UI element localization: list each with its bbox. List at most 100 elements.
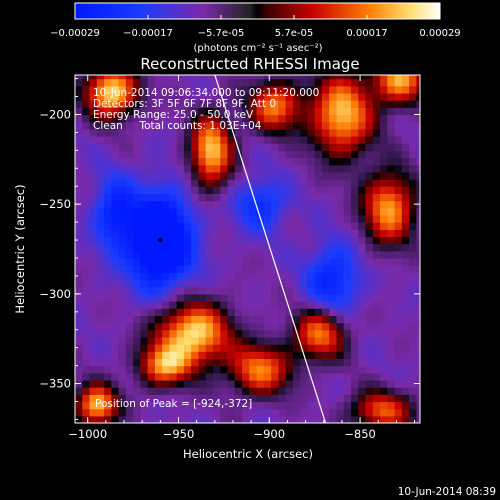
heatmap-cell — [380, 107, 388, 116]
heatmap-cell — [394, 107, 403, 116]
heatmap-cell — [140, 236, 149, 245]
heatmap-cell — [358, 186, 367, 194]
heatmap-cell — [409, 344, 417, 352]
heatmap-cell — [387, 301, 396, 309]
heatmap-cell — [227, 301, 236, 309]
heatmap-cell — [191, 243, 200, 252]
heatmap-cell — [394, 415, 403, 423]
heatmap-cell — [147, 394, 156, 403]
heatmap-cell — [365, 171, 374, 180]
heatmap-cell — [365, 222, 374, 230]
heatmap-cell — [183, 394, 192, 403]
heatmap-cell — [300, 258, 309, 266]
heatmap-cell — [372, 265, 381, 273]
heatmap-cell — [271, 164, 279, 173]
heatmap-cell — [198, 329, 207, 338]
heatmap-cell — [169, 128, 178, 137]
heatmap-cell — [162, 157, 171, 166]
heatmap-cell — [278, 229, 287, 238]
heatmap-cell — [416, 100, 420, 108]
heatmap-cell — [104, 365, 112, 374]
heatmap-cell — [147, 372, 156, 381]
heatmap-cell — [111, 114, 120, 123]
heatmap-cell — [154, 308, 163, 316]
heatmap-cell — [358, 143, 367, 151]
heatmap-cell — [96, 236, 105, 245]
heatmap-cell — [118, 344, 127, 352]
heatmap-cell — [256, 193, 265, 202]
heatmap-cell — [394, 265, 403, 273]
heatmap-cell — [176, 207, 185, 216]
heatmap-cell — [183, 92, 192, 101]
heatmap-cell — [358, 329, 367, 338]
heatmap-cell — [104, 258, 112, 266]
heatmap-cell — [380, 179, 388, 187]
heatmap-cell — [292, 293, 301, 302]
heatmap-cell — [249, 243, 258, 252]
heatmap-cell — [307, 128, 316, 137]
heatmap-cell — [162, 236, 171, 245]
heatmap-cell — [307, 394, 316, 403]
heatmap-cell — [118, 286, 127, 295]
heatmap-cell — [176, 329, 185, 338]
heatmap-cell — [307, 293, 316, 302]
heatmap-cell — [118, 293, 127, 302]
peak-text: Position of Peak = [-924,-372] — [95, 398, 252, 410]
heatmap-cell — [380, 415, 388, 423]
heatmap-cell — [133, 100, 141, 108]
heatmap-cell — [263, 214, 272, 223]
heatmap-cell — [89, 315, 98, 324]
heatmap-cell — [336, 75, 345, 80]
heatmap-cell — [263, 372, 272, 381]
heatmap-cell — [213, 293, 221, 302]
heatmap-cell — [401, 75, 410, 80]
heatmap-cell — [263, 100, 272, 108]
heatmap-cell — [82, 85, 91, 94]
heatmap-cell — [372, 75, 381, 80]
heatmap-cell — [125, 401, 134, 410]
heatmap-cell — [191, 358, 200, 367]
heatmap-cell — [133, 408, 141, 417]
heatmap-cell — [183, 229, 192, 238]
heatmap-cell — [162, 408, 171, 417]
heatmap-cell — [191, 344, 200, 352]
heatmap-cell — [380, 157, 388, 166]
heatmap-cell — [234, 243, 243, 252]
heatmap-cell — [111, 372, 120, 381]
heatmap-cell — [154, 200, 163, 209]
heatmap-cell — [104, 286, 112, 295]
heatmap-cell — [263, 207, 272, 216]
heatmap-cell — [329, 336, 338, 345]
heatmap-cell — [292, 85, 301, 94]
heatmap-cell — [380, 301, 388, 309]
colorbar-tick-label: 0.00029 — [419, 28, 460, 39]
heatmap-cell — [314, 272, 323, 281]
heatmap-cell — [154, 286, 163, 295]
heatmap-cell — [198, 78, 207, 87]
heatmap-cell — [307, 136, 316, 144]
heatmap-cell — [162, 415, 171, 423]
heatmap-cell — [365, 150, 374, 159]
heatmap-cell — [263, 186, 272, 194]
heatmap-cell — [154, 293, 163, 302]
heatmap-cell — [343, 100, 352, 108]
heatmap-cell — [104, 179, 112, 187]
heatmap-cell — [387, 365, 396, 374]
heatmap-cell — [249, 114, 258, 123]
heatmap-cell — [351, 351, 359, 359]
heatmap-cell — [256, 387, 265, 395]
heatmap-cell — [372, 272, 381, 281]
heatmap-cell — [242, 372, 250, 381]
heatmap-cell — [321, 114, 330, 123]
heatmap-cell — [140, 222, 149, 230]
heatmap-cell — [125, 85, 134, 94]
heatmap-cell — [285, 107, 294, 116]
heatmap-cell — [242, 286, 250, 295]
timestamp: 10-Jun-2014 08:39 — [398, 486, 496, 498]
heatmap-cell — [394, 164, 403, 173]
heatmap-cell — [118, 186, 127, 194]
heatmap-cell — [285, 136, 294, 144]
heatmap-cell — [140, 92, 149, 101]
heatmap-cell — [147, 243, 156, 252]
heatmap-cell — [96, 322, 105, 331]
